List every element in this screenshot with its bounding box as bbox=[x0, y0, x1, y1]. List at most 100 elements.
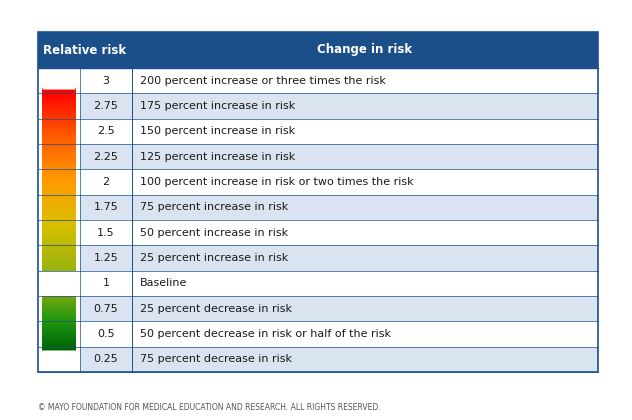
Bar bbox=[42, 158, 76, 161]
Bar bbox=[42, 342, 76, 343]
Bar bbox=[132, 169, 598, 194]
Bar bbox=[42, 321, 76, 322]
Text: 50 percent decrease in risk or half of the risk: 50 percent decrease in risk or half of t… bbox=[140, 329, 391, 339]
Bar bbox=[38, 270, 80, 296]
Bar bbox=[42, 298, 76, 299]
Bar bbox=[42, 175, 76, 177]
Bar bbox=[42, 256, 76, 258]
Bar bbox=[42, 91, 76, 94]
Text: 0.75: 0.75 bbox=[94, 304, 118, 314]
Bar bbox=[80, 68, 132, 93]
Bar bbox=[42, 110, 76, 112]
Bar bbox=[42, 334, 76, 335]
Bar bbox=[42, 269, 76, 271]
Bar bbox=[132, 321, 598, 346]
Bar bbox=[42, 315, 76, 316]
Bar bbox=[42, 252, 76, 255]
Bar bbox=[42, 308, 76, 309]
Bar bbox=[42, 324, 76, 326]
Bar bbox=[42, 298, 76, 299]
Bar bbox=[42, 318, 76, 319]
Bar bbox=[42, 329, 76, 330]
Bar bbox=[42, 182, 76, 184]
Bar bbox=[42, 345, 76, 346]
Bar bbox=[42, 347, 76, 348]
Bar bbox=[42, 327, 76, 328]
Bar bbox=[42, 317, 76, 318]
Text: 2: 2 bbox=[102, 177, 109, 187]
Bar bbox=[42, 333, 76, 335]
Bar bbox=[42, 299, 76, 300]
Bar bbox=[42, 301, 76, 302]
Bar bbox=[42, 216, 76, 219]
Text: 50 percent increase in risk: 50 percent increase in risk bbox=[140, 228, 288, 238]
Bar bbox=[42, 204, 76, 206]
Bar bbox=[42, 200, 76, 202]
Bar bbox=[42, 129, 76, 132]
Bar bbox=[42, 251, 76, 253]
Text: 1.25: 1.25 bbox=[94, 253, 118, 263]
Bar bbox=[42, 169, 76, 171]
Bar bbox=[42, 302, 76, 303]
Bar bbox=[80, 220, 132, 245]
Bar bbox=[42, 310, 76, 311]
Text: 3: 3 bbox=[102, 76, 109, 86]
Bar bbox=[42, 155, 76, 157]
Text: 25 percent decrease in risk: 25 percent decrease in risk bbox=[140, 304, 292, 314]
Bar bbox=[42, 297, 76, 298]
Text: 2.5: 2.5 bbox=[97, 126, 115, 136]
Bar bbox=[42, 197, 76, 199]
Bar bbox=[42, 126, 76, 128]
Bar bbox=[42, 97, 76, 99]
Bar bbox=[42, 222, 76, 224]
Bar bbox=[42, 160, 76, 163]
Text: 25 percent increase in risk: 25 percent increase in risk bbox=[140, 253, 288, 263]
Bar bbox=[132, 270, 598, 296]
Bar bbox=[80, 296, 132, 321]
Bar bbox=[42, 300, 76, 301]
Bar bbox=[42, 165, 76, 168]
Bar bbox=[42, 223, 76, 226]
Bar bbox=[42, 336, 76, 337]
Bar bbox=[42, 171, 76, 173]
Bar bbox=[42, 238, 76, 240]
Bar bbox=[42, 218, 76, 221]
Bar bbox=[42, 319, 76, 320]
Bar bbox=[132, 93, 598, 119]
Bar bbox=[42, 332, 76, 333]
Text: 0.25: 0.25 bbox=[94, 354, 118, 364]
Text: 125 percent increase in risk: 125 percent increase in risk bbox=[140, 152, 295, 162]
Bar bbox=[42, 186, 76, 188]
Bar bbox=[42, 299, 76, 300]
Bar bbox=[42, 262, 76, 264]
Bar bbox=[42, 323, 76, 324]
Bar bbox=[42, 309, 76, 310]
Bar bbox=[42, 189, 76, 192]
Bar bbox=[42, 307, 76, 308]
Bar bbox=[132, 220, 598, 245]
Bar bbox=[42, 144, 76, 146]
Bar bbox=[42, 108, 76, 110]
Bar bbox=[42, 133, 76, 135]
Bar bbox=[42, 205, 76, 208]
Bar bbox=[80, 144, 132, 169]
Bar bbox=[42, 136, 76, 139]
Bar bbox=[42, 312, 76, 313]
Bar bbox=[42, 324, 76, 325]
Bar bbox=[42, 330, 76, 331]
Bar bbox=[42, 226, 76, 228]
Bar bbox=[80, 321, 132, 346]
Bar bbox=[42, 149, 76, 152]
Text: 100 percent increase in risk or two times the risk: 100 percent increase in risk or two time… bbox=[140, 177, 413, 187]
Bar bbox=[42, 202, 76, 204]
Text: 0.5: 0.5 bbox=[97, 329, 115, 339]
Bar bbox=[42, 331, 76, 333]
Bar bbox=[42, 236, 76, 239]
Bar bbox=[42, 313, 76, 314]
Bar bbox=[42, 233, 76, 235]
Bar bbox=[42, 306, 76, 307]
Bar bbox=[42, 310, 76, 311]
Bar bbox=[42, 307, 76, 308]
Bar bbox=[42, 322, 76, 323]
Bar bbox=[132, 68, 598, 93]
